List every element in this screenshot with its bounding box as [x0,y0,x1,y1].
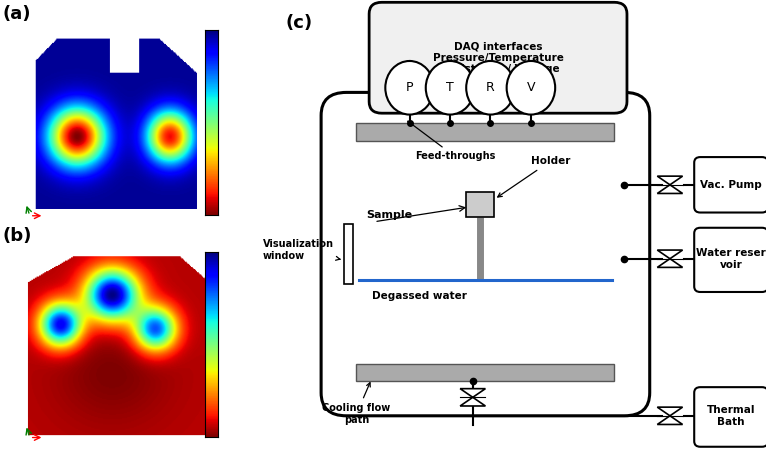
Text: Thermal
Bath: Thermal Bath [707,405,755,426]
FancyBboxPatch shape [321,92,650,416]
Polygon shape [657,416,683,425]
Ellipse shape [426,61,474,115]
FancyBboxPatch shape [694,387,766,447]
Bar [356,364,614,381]
Text: (b): (b) [3,227,32,245]
Bar [344,224,353,284]
Ellipse shape [466,61,515,115]
Polygon shape [657,259,683,267]
Polygon shape [460,389,486,397]
Ellipse shape [385,61,434,115]
Text: Sample: Sample [367,210,413,220]
Text: Holder: Holder [498,156,571,197]
Text: Feed-throughs: Feed-throughs [408,121,495,161]
Text: DAQ interfaces
Pressure/Temperature
/Resistance / Voltage: DAQ interfaces Pressure/Temperature /Res… [433,41,564,74]
Text: Water reser
voir: Water reser voir [696,248,766,269]
Polygon shape [657,185,683,194]
Polygon shape [460,397,486,406]
Text: Visualization
window: Visualization window [263,239,340,261]
Text: Vac. Pump: Vac. Pump [700,180,762,190]
Text: (a): (a) [3,6,31,24]
Text: (c): (c) [286,14,313,32]
Polygon shape [657,407,683,416]
Text: Cooling flow
path: Cooling flow path [322,383,391,425]
Text: Degassed water: Degassed water [372,291,466,301]
Bar [356,123,614,141]
Polygon shape [657,250,683,259]
Ellipse shape [506,61,555,115]
Text: V: V [527,81,535,94]
FancyBboxPatch shape [369,2,627,113]
Text: P: P [406,81,414,94]
Bar [466,192,494,217]
FancyBboxPatch shape [694,157,766,213]
FancyBboxPatch shape [694,228,766,292]
Polygon shape [657,176,683,185]
Text: T: T [446,81,454,94]
Text: R: R [486,81,495,94]
